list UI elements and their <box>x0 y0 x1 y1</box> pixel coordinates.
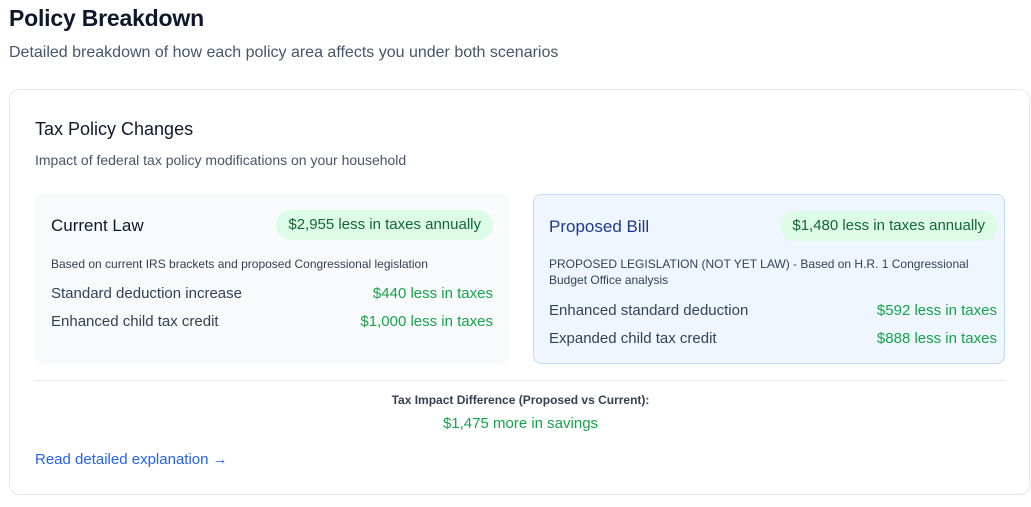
proposed-bill-note: PROPOSED LEGISLATION (NOT YET LAW) - Bas… <box>549 257 969 287</box>
row-value: $888 less in taxes <box>876 329 997 347</box>
card-title: Tax Policy Changes <box>35 119 194 139</box>
read-explanation-link[interactable]: Read detailed explanation → <box>35 451 227 468</box>
divider <box>35 380 1006 381</box>
proposed-bill-row: Expanded child tax credit $888 less in t… <box>549 328 997 348</box>
tax-impact-difference-value: $1,475 more in savings <box>442 415 599 432</box>
current-law-row: Standard deduction increase $440 less in… <box>51 283 493 303</box>
link-label: Read detailed explanation <box>35 451 209 468</box>
proposed-bill-panel: Proposed Bill $1,480 less in taxes annua… <box>533 194 1005 364</box>
current-law-badge: $2,955 less in taxes annually <box>276 210 493 240</box>
arrow-right-icon: → <box>212 451 228 468</box>
row-label: Standard deduction increase <box>51 284 242 302</box>
proposed-bill-badge: $1,480 less in taxes annually <box>780 211 997 241</box>
row-label: Expanded child tax credit <box>549 329 717 347</box>
row-label: Enhanced standard deduction <box>549 301 749 319</box>
row-value: $1,000 less in taxes <box>360 312 493 330</box>
tax-policy-card: Tax Policy Changes Impact of federal tax… <box>9 89 1030 495</box>
tax-impact-difference-label: Tax Impact Difference (Proposed vs Curre… <box>391 393 650 407</box>
current-law-row: Enhanced child tax credit $1,000 less in… <box>51 311 493 331</box>
row-value: $592 less in taxes <box>876 301 997 319</box>
card-description: Impact of federal tax policy modificatio… <box>35 152 407 168</box>
row-value: $440 less in taxes <box>372 284 493 302</box>
current-law-title: Current Law <box>51 216 144 235</box>
page-subtitle: Detailed breakdown of how each policy ar… <box>9 44 559 61</box>
current-law-panel: Current Law $2,955 less in taxes annuall… <box>35 194 509 364</box>
current-law-note: Based on current IRS brackets and propos… <box>51 257 428 271</box>
proposed-bill-title: Proposed Bill <box>549 217 650 236</box>
page-title: Policy Breakdown <box>9 5 204 31</box>
row-label: Enhanced child tax credit <box>51 312 219 330</box>
proposed-bill-row: Enhanced standard deduction $592 less in… <box>549 300 997 320</box>
